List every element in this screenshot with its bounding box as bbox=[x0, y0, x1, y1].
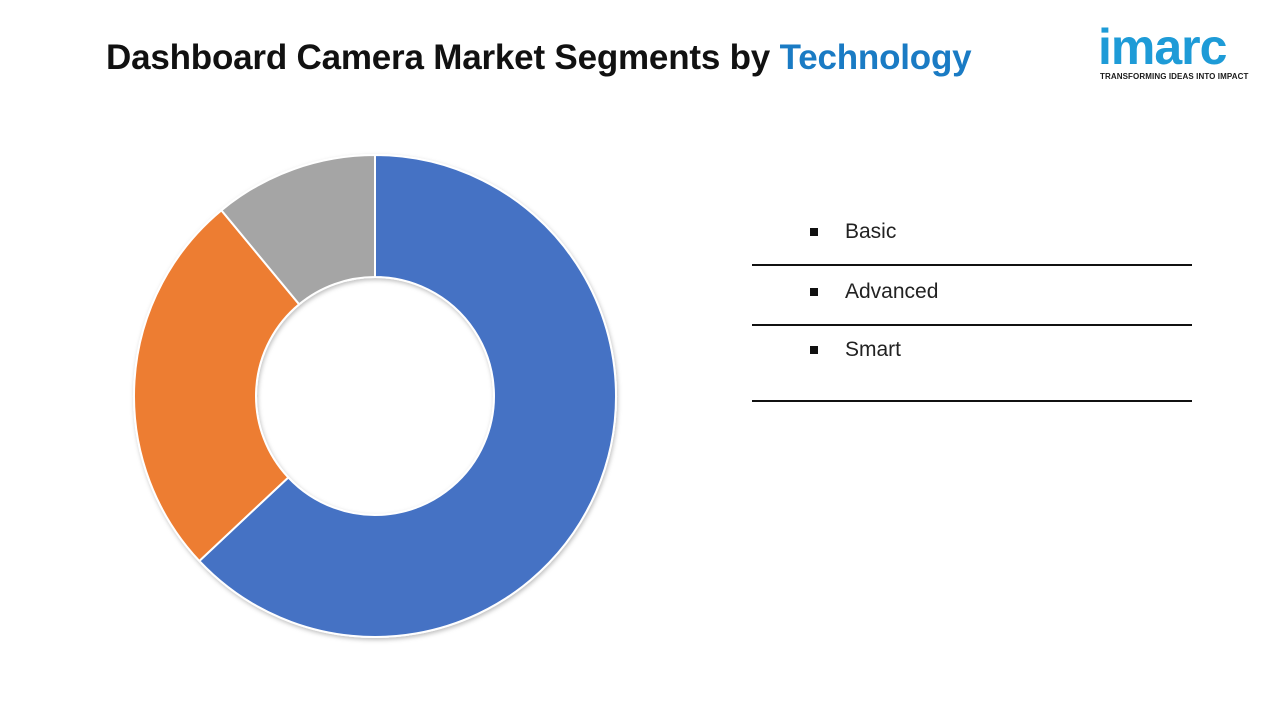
legend-label: Smart bbox=[845, 338, 902, 361]
donut-slice-basic bbox=[197, 153, 617, 638]
chart-title: Dashboard Camera Market Segments by Tech… bbox=[106, 38, 972, 78]
legend-label: Basic bbox=[845, 220, 897, 243]
donut-slice-smart bbox=[219, 153, 376, 306]
imarc-logo: imarc TRANSFORMING IDEAS INTO IMPACT bbox=[1098, 16, 1254, 82]
legend-bullet bbox=[810, 228, 818, 236]
chart-title-main: Dashboard Camera Market Segments by bbox=[106, 38, 771, 77]
chart-title-accent: Technology bbox=[779, 38, 972, 77]
legend-bullet bbox=[810, 288, 818, 296]
donut-slice-advanced bbox=[133, 208, 301, 563]
legend-item-basic: Basic bbox=[752, 204, 1192, 266]
legend-bullet bbox=[810, 346, 818, 354]
legend-label: Advanced bbox=[845, 280, 939, 303]
logo-tagline: TRANSFORMING IDEAS INTO IMPACT bbox=[1100, 72, 1249, 81]
legend-item-smart: Smart bbox=[752, 326, 1192, 402]
logo-wordmark: imarc bbox=[1098, 19, 1227, 75]
legend-item-advanced: Advanced bbox=[752, 266, 1192, 326]
chart-legend: Basic Advanced Smart bbox=[752, 204, 1192, 402]
